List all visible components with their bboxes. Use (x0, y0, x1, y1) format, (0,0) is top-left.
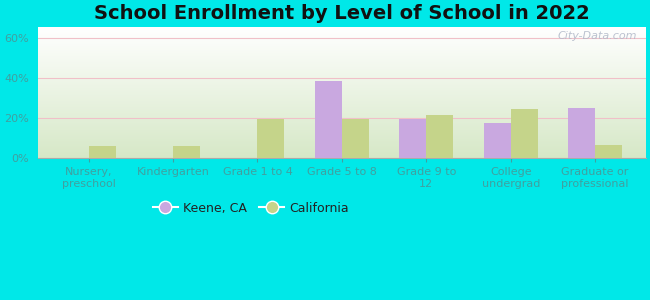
Title: School Enrollment by Level of School in 2022: School Enrollment by Level of School in … (94, 4, 590, 23)
Bar (511, 109, 538, 158)
Bar (595, 145, 622, 158)
Bar (568, 108, 595, 158)
Bar (173, 146, 200, 158)
Bar (399, 119, 426, 158)
Bar (484, 123, 511, 158)
Bar (342, 119, 369, 158)
Legend: Keene, CA, California: Keene, CA, California (148, 196, 354, 220)
Text: City-Data.com: City-Data.com (557, 32, 637, 41)
Bar (315, 81, 342, 158)
Bar (426, 115, 453, 158)
Bar (257, 119, 285, 158)
Bar (88, 146, 116, 158)
